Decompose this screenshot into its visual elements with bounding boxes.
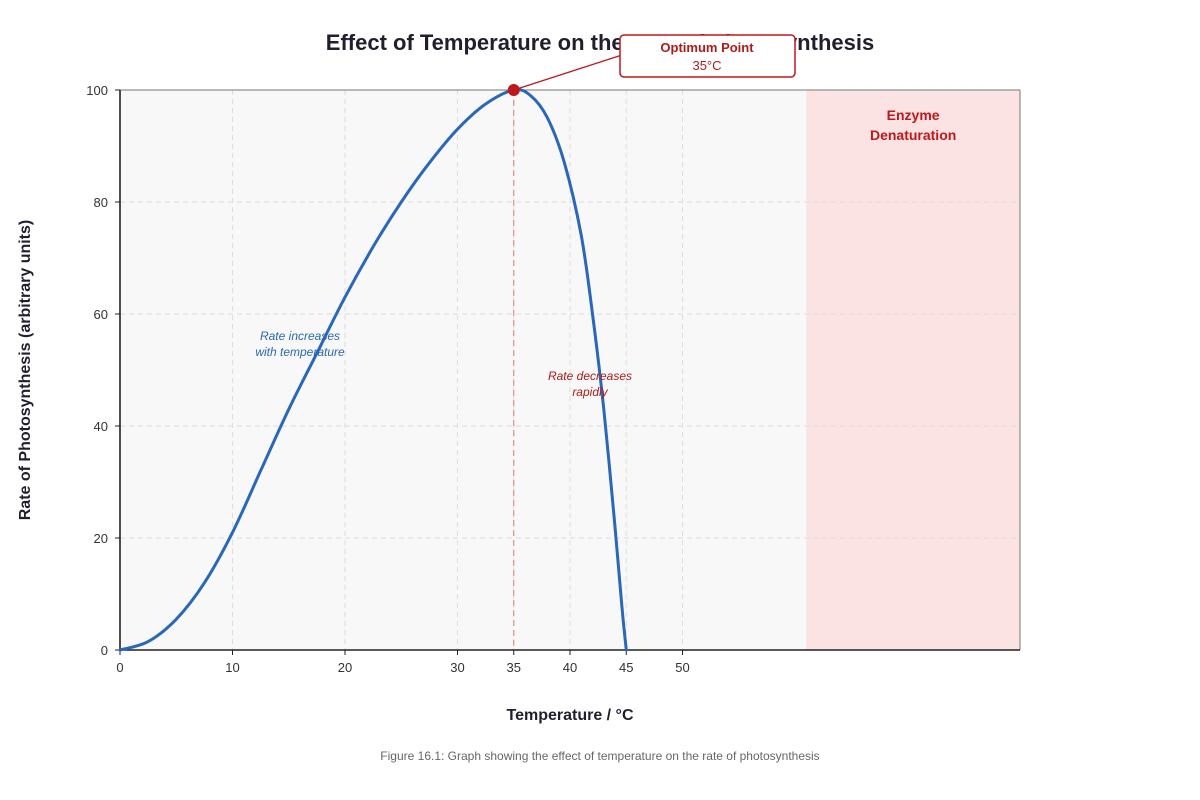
- denaturation-label-line: Denaturation: [870, 127, 956, 143]
- x-tick-label: 50: [675, 660, 689, 675]
- x-tick-label: 20: [338, 660, 352, 675]
- annotation-rate-decreases: Rate decreases: [548, 369, 632, 383]
- y-axis-label: Rate of Photosynthesis (arbitrary units): [17, 220, 34, 521]
- optimum-point-marker: [507, 84, 520, 96]
- y-tick-label: 40: [94, 419, 108, 434]
- annotation-layer: Rate increases with temperature Rate decre…: [255, 329, 632, 399]
- annotation-rate-increases: with temperature: [255, 345, 345, 359]
- x-axis-label: Temperature / °C: [506, 707, 633, 724]
- optimum-callout-connector: [513, 54, 623, 91]
- annotation-rate-increases: Rate increases: [260, 329, 340, 343]
- y-tick-label: 80: [94, 195, 108, 210]
- figure-caption: Figure 16.1: Graph showing the effect of…: [380, 749, 819, 763]
- series-layer: [118, 88, 628, 652]
- y-tick-label: 60: [94, 307, 108, 322]
- rate-curve: [118, 88, 628, 652]
- x-tick-label: 35: [507, 660, 521, 675]
- denaturation-label-line: Enzyme: [887, 107, 940, 123]
- optimum-callout-value: 35°C: [692, 58, 721, 73]
- optimum-callout-box: [619, 34, 796, 78]
- y-tick-label: 100: [86, 83, 108, 98]
- x-tick-label: 30: [450, 660, 464, 675]
- denaturation-zone: [806, 90, 1020, 650]
- y-tick-label: 20: [94, 531, 108, 546]
- denaturation-zone-layer: Enzyme Denaturation: [806, 90, 1020, 650]
- optimum-callout-title: Optimum Point: [660, 40, 754, 55]
- y-tick-label: 0: [101, 643, 108, 658]
- axes-layer: 0 10 20 30 35 40 45 50 0 20 40 60 80 100: [86, 83, 1021, 675]
- x-tick-label: 0: [116, 660, 123, 675]
- x-tick-label: 40: [563, 660, 577, 675]
- annotation-rate-decreases: rapidly: [572, 385, 608, 399]
- x-tick-label: 10: [225, 660, 239, 675]
- x-tick-label: 45: [619, 660, 633, 675]
- optimum-callout-layer: Optimum Point 35°C: [507, 34, 796, 96]
